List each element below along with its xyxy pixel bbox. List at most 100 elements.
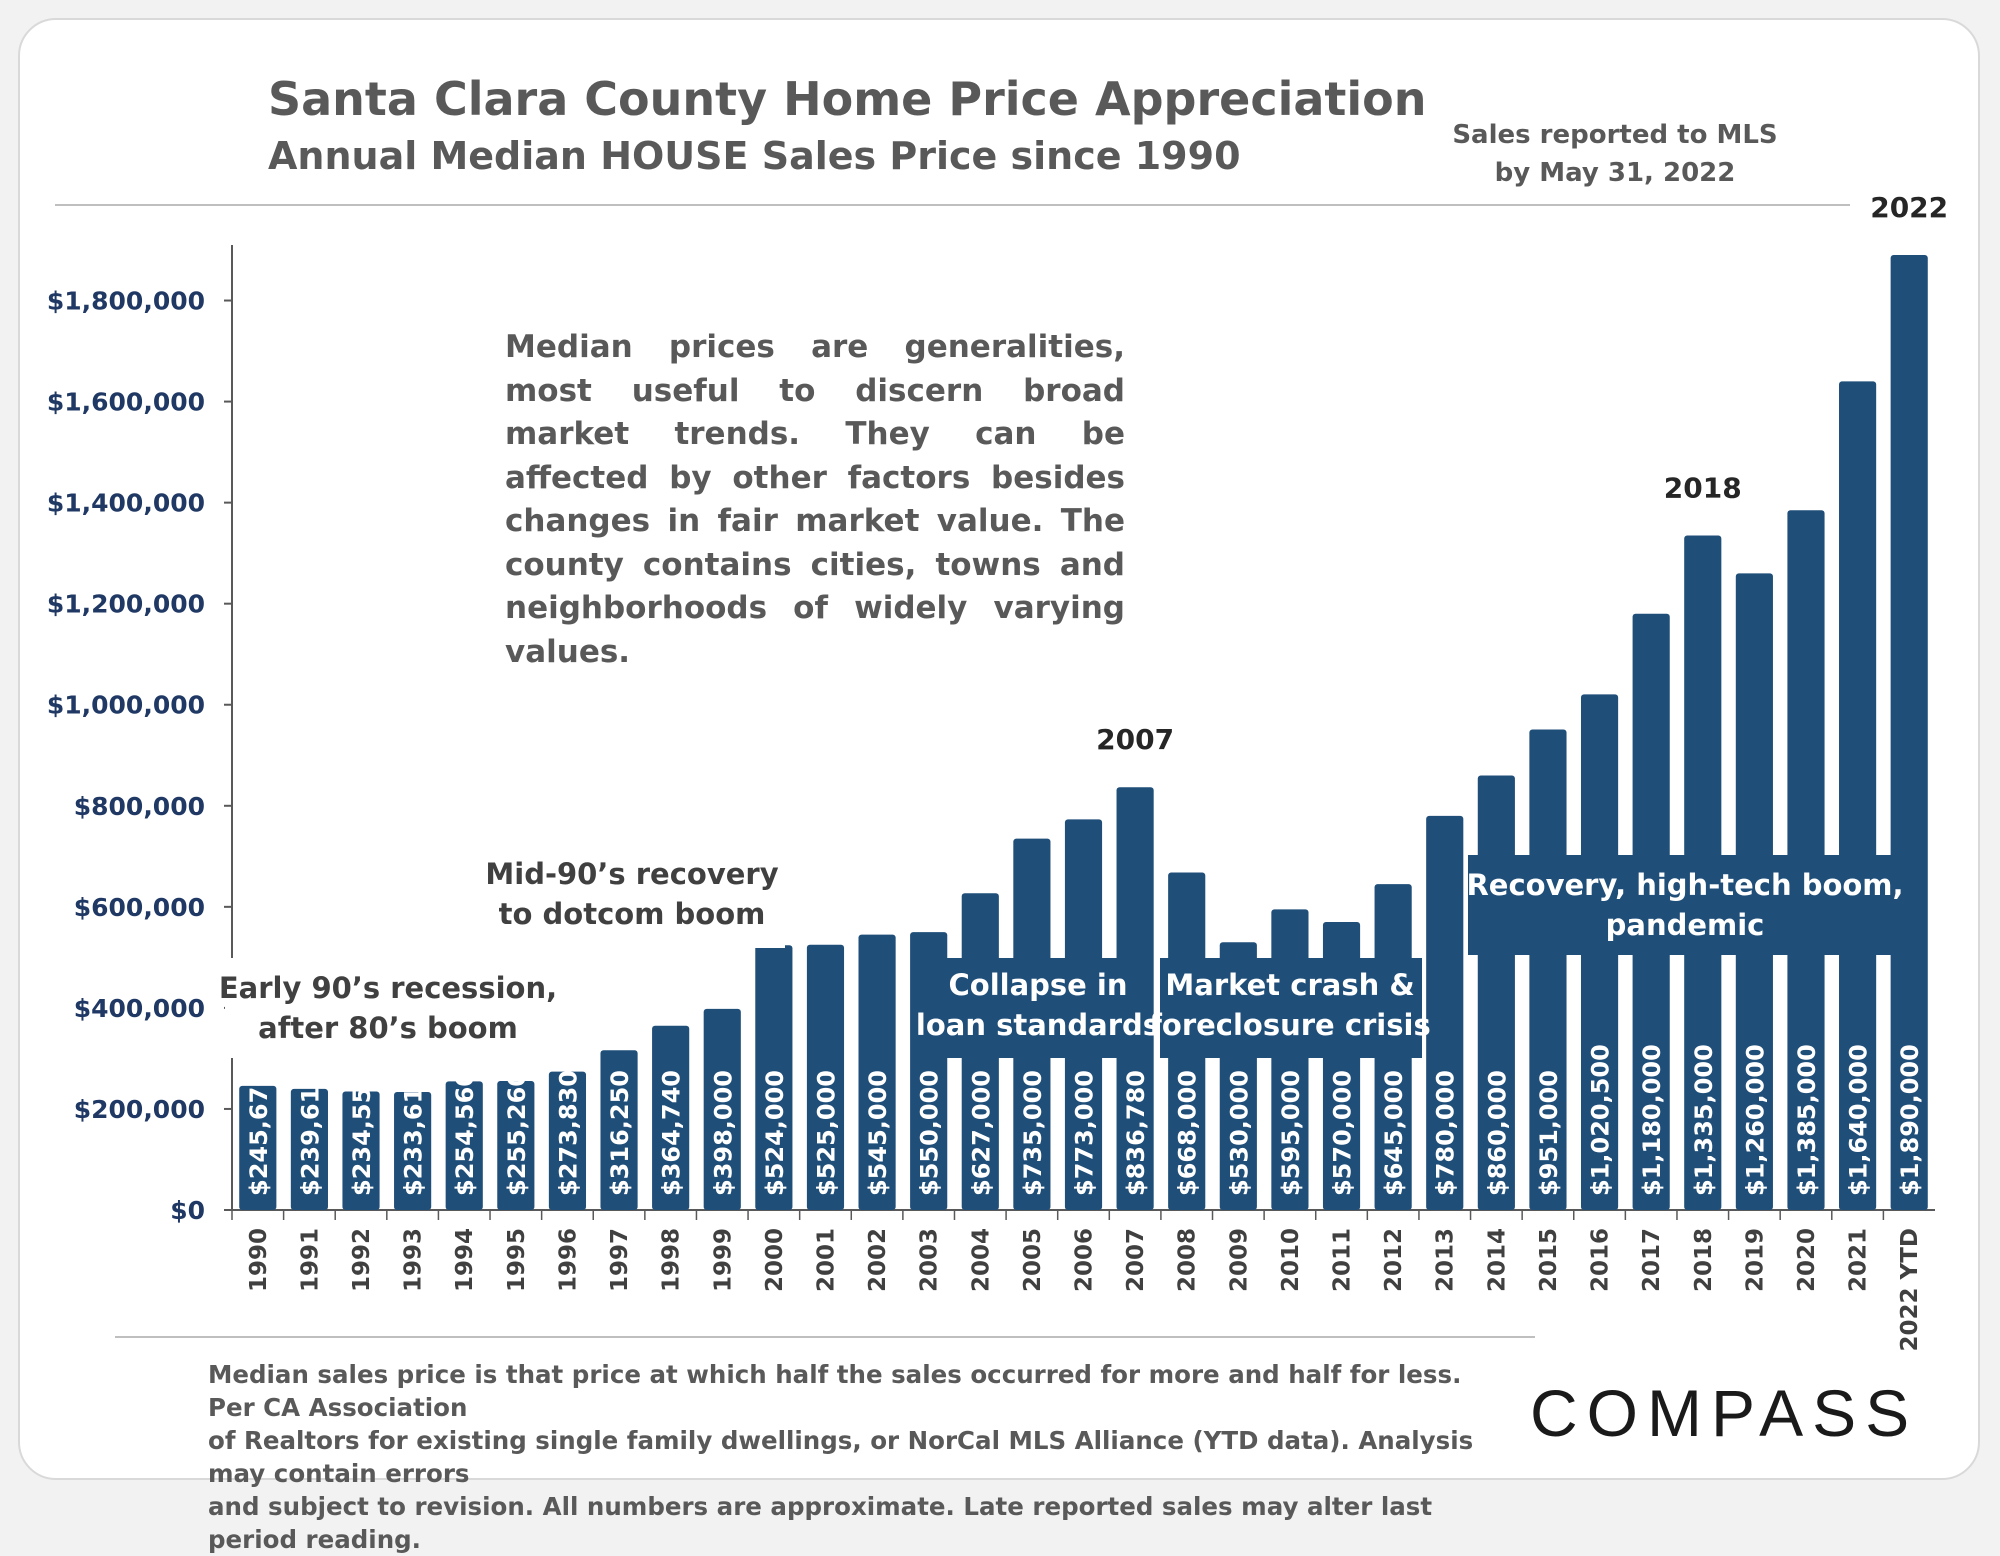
bar-value-label: $398,000 [709,1070,737,1196]
bar-value-label: $1,180,000 [1638,1044,1666,1196]
annotation-recovery-boom: pandemic [1606,908,1765,942]
bar-value-label: $645,000 [1380,1070,1408,1196]
x-tick-label: 2021 [1846,1228,1872,1292]
x-tick-label: 2006 [1072,1228,1098,1292]
bar-value-label: $234,550 [348,1070,376,1196]
chart-title: Santa Clara County Home Price Appreciati… [268,72,1427,126]
annotation-early-90s-recession: Early 90’s recession, [219,971,557,1005]
bar-value-label: $1,335,000 [1690,1044,1718,1196]
description-backing [495,320,1135,590]
y-tick-label: $1,600,000 [47,388,205,417]
y-tick-label: $600,000 [74,893,205,922]
bar-value-label: $273,830 [554,1070,582,1196]
bar [239,1085,277,1210]
chart-subtitle: Annual Median HOUSE Sales Price since 19… [268,134,1241,178]
x-tick-label: 1994 [452,1228,478,1292]
x-tick-label: 2012 [1381,1228,1407,1292]
y-tick-label: $1,400,000 [47,489,205,518]
bar-value-label: $735,000 [1019,1070,1047,1196]
bar-value-label: $254,560 [451,1070,479,1196]
annotation-box-collapse-loan-standards [925,958,1150,1058]
bar-value-label: $525,000 [812,1070,840,1196]
bar-value-label: $1,640,000 [1845,1044,1873,1196]
bar-value-label: $595,000 [1277,1070,1305,1196]
compass-logo: COMPASS [1530,1376,1919,1450]
bar-value-label: $1,890,000 [1896,1044,1924,1196]
y-tick-label: $200,000 [74,1095,205,1124]
x-tick-label: 2005 [1020,1228,1046,1292]
x-tick-label: 2016 [1588,1228,1614,1292]
y-tick-label: $800,000 [74,792,205,821]
footnote: Median sales price is that price at whic… [208,1358,1498,1556]
x-tick-label: 2001 [813,1228,839,1292]
x-tick-label: 2004 [968,1228,994,1292]
x-tick-label: 2022 YTD [1897,1228,1923,1351]
mls-note-line1: Sales reported to MLS [1452,120,1778,150]
annotation-box-early-90s-recession [225,958,555,1058]
annotation-market-crash: Market crash & [1165,968,1414,1002]
bar [858,934,896,1210]
annotation-collapse-loan-standards: Collapse in [948,968,1127,1002]
bar-value-label: $570,000 [1329,1070,1357,1196]
bar [548,1071,587,1210]
annotation-early-90s-recession: after 80’s boom [258,1011,518,1045]
annotation-mid-90s-recovery: Mid-90’s recovery [485,857,778,891]
bar-value-label: $860,000 [1483,1070,1511,1196]
bar-value-label: $1,385,000 [1793,1044,1821,1196]
bar-value-label: $780,000 [1432,1070,1460,1196]
x-tick-label: 2014 [1484,1228,1510,1292]
bar-value-label: $524,000 [761,1070,789,1196]
bar-value-label: $550,000 [916,1070,944,1196]
annotation-collapse-loan-standards: loan standards [916,1008,1160,1042]
x-tick-label: 2013 [1433,1228,1459,1292]
bar [394,1091,432,1210]
bar-value-label: $1,020,500 [1587,1044,1615,1196]
x-tick-label: 2020 [1794,1228,1820,1292]
x-tick-label: 1991 [297,1228,323,1292]
bar-value-label: $773,000 [1071,1070,1099,1196]
x-tick-label: 2019 [1742,1228,1768,1292]
y-tick-label: $1,800,000 [47,287,205,316]
bar [600,1050,638,1210]
bar [1890,255,1928,1211]
bar-value-label: $836,780 [1122,1070,1150,1196]
year-callout: 2007 [1096,723,1174,756]
bar-value-label: $545,000 [864,1070,892,1196]
x-tick-label: 2017 [1639,1228,1665,1292]
annotation-box-mid-90s-recovery [485,850,785,948]
x-tick-label: 2009 [1226,1228,1252,1292]
bar-value-label: $627,000 [967,1070,995,1196]
annotation-recovery-boom: Recovery, high-tech boom, [1466,868,1903,902]
y-tick-label: $1,200,000 [47,590,205,619]
x-tick-label: 2007 [1123,1228,1149,1292]
x-tick-label: 1999 [710,1228,736,1292]
bar [290,1088,328,1210]
bar [1529,729,1567,1210]
x-tick-label: 1995 [504,1228,530,1292]
x-tick-label: 1993 [401,1228,427,1292]
x-tick-label: 1996 [555,1228,581,1292]
header-divider [55,204,1850,206]
x-tick-label: 2002 [865,1228,891,1292]
median-description: Median prices are generalities, most use… [505,329,1125,670]
bar-value-label: $316,250 [606,1070,634,1196]
y-tick-label: $400,000 [74,994,205,1023]
x-tick-label: 2000 [762,1228,788,1292]
x-tick-label: 2015 [1536,1228,1562,1292]
annotation-box-market-crash [1160,958,1422,1058]
year-callout: 2018 [1664,471,1742,504]
x-tick-label: 1990 [246,1228,272,1292]
bar [1839,381,1877,1210]
footer-divider [115,1336,1535,1338]
mls-report-note: Sales reported to MLS by May 31, 2022 [1430,116,1800,192]
bar [703,1008,741,1210]
mls-note-line2: by May 31, 2022 [1494,158,1736,188]
bar-value-label: $530,000 [1225,1070,1253,1196]
bar [1426,815,1464,1210]
year-callout: 2022 [1870,191,1948,224]
bar-value-label: $364,740 [658,1070,686,1196]
bar-value-label: $668,000 [1174,1070,1202,1196]
bar [342,1091,380,1210]
x-tick-label: 1998 [659,1228,685,1292]
bar [497,1081,535,1210]
